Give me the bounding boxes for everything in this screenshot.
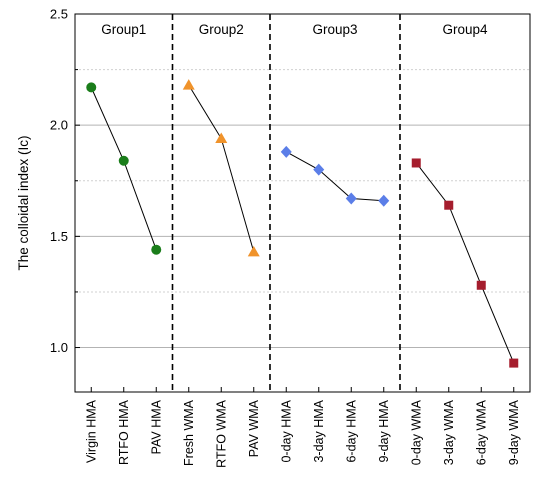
- x-tick-label-virgin-hma: Virgin HMA: [84, 399, 98, 463]
- series-lines: [90, 84, 515, 364]
- data-point-6-day-wma: [476, 280, 486, 290]
- data-point-3-day-wma: [444, 200, 454, 210]
- label-layer: 1.0 1.5 2.0 2.5 Virgin HMA RTFO HMA PAV HMA Fre…: [50, 7, 521, 468]
- y-axis-title: The colloidal index (Ic): [16, 135, 31, 270]
- x-tick-label-3-day-wma: 3-day WMA: [442, 399, 456, 465]
- group-dividers: [171, 14, 401, 392]
- x-tick-label-9-day-hma: 9-day HMA: [377, 399, 391, 462]
- series-line-group2: [188, 84, 255, 253]
- x-tick-label-0-day-hma: 0-day HMA: [279, 399, 293, 462]
- y-tick-label: 1.5: [50, 229, 68, 244]
- data-point-virgin-hma: [86, 82, 97, 93]
- data-point-rtfo-wma: [215, 132, 228, 144]
- group-label-group1: Group1: [101, 22, 146, 37]
- y-tick-label: 1.0: [50, 340, 68, 355]
- x-tick-label-rtfo-hma: RTFO HMA: [117, 399, 131, 465]
- series-line-group3: [286, 151, 384, 202]
- data-point-9-day-wma: [509, 358, 519, 368]
- data-point-9-day-hma: [378, 194, 390, 207]
- group-label-group3: Group3: [312, 22, 357, 37]
- x-tick-label-fresh-wma: Fresh WMA: [182, 399, 196, 466]
- data-point-3-day-hma: [313, 163, 325, 176]
- y-tick-label: 2.0: [50, 118, 68, 133]
- data-point-0-day-hma: [280, 145, 292, 158]
- data-markers: [86, 79, 519, 368]
- y-tick-label: 2.5: [50, 7, 68, 22]
- series-line-group1: [90, 87, 157, 250]
- grid-layer: [75, 69, 530, 349]
- x-tick-label-0-day-wma: 0-day WMA: [409, 399, 423, 465]
- x-tick-label-pav-hma: PAV HMA: [149, 399, 163, 454]
- x-tick-label-rtfo-wma: RTFO WMA: [214, 399, 228, 467]
- plot-frame: [74, 13, 531, 393]
- data-point-rtfo-hma: [118, 155, 129, 166]
- x-tick-label-9-day-wma: 9-day WMA: [507, 399, 521, 465]
- data-point-pav-hma: [151, 244, 162, 255]
- x-tick-label-pav-wma: PAV WMA: [247, 399, 261, 457]
- series-line-group4: [415, 162, 515, 364]
- data-point-6-day-hma: [345, 192, 357, 205]
- group-label-group2: Group2: [199, 22, 244, 37]
- x-tick-label-6-day-hma: 6-day HMA: [344, 399, 358, 462]
- data-point-fresh-wma: [182, 79, 195, 90]
- x-tick-label-6-day-wma: 6-day WMA: [474, 399, 488, 465]
- x-tick-label-3-day-hma: 3-day HMA: [312, 399, 326, 462]
- data-point-0-day-wma: [411, 158, 421, 168]
- axis-layer: [75, 13, 515, 392]
- group-label-group4: Group4: [442, 22, 488, 37]
- data-point-pav-wma: [247, 245, 260, 257]
